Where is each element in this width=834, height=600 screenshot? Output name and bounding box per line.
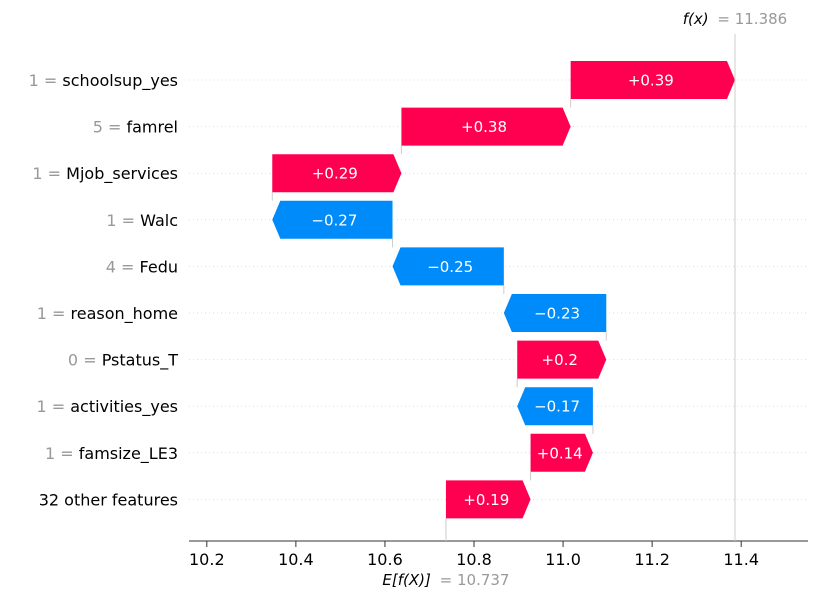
bar-famrel [401,107,571,146]
feature-name-1: famrel [126,118,178,137]
bar-value-label-1: +0.38 [461,118,507,136]
x-tick-label-4: 11.0 [545,550,581,569]
bar-value-label-3: −0.27 [311,211,357,229]
feature-label-8: 1 = famsize_LE3 [45,444,178,464]
feature-label-0: 1 = schoolsup_yes [29,71,178,91]
bar-value-label-8: +0.14 [537,444,583,462]
feature-name-9: 32 other features [39,490,178,509]
x-tick-label-3: 10.8 [456,550,492,569]
connector-lines [271,99,607,481]
feature-name-0: schoolsup_yes [62,71,178,91]
feature-value-1: 5 = [93,118,127,137]
feature-name-2: Mjob_services [66,164,178,184]
x-tick-label-6: 11.4 [723,550,759,569]
bar-value-label-0: +0.39 [628,72,674,90]
bar-value-label-4: −0.25 [427,258,473,276]
x-axis: 10.2 10.4 10.6 10.8 11.0 11.2 11.4 [189,540,808,569]
feature-value-3: 1 = [106,211,140,230]
feature-value-6: 0 = [68,351,102,370]
feature-name-5: reason_home [71,304,179,324]
x-tick-label-5: 11.2 [634,550,670,569]
feature-label-1: 5 = famrel [93,118,178,137]
feature-name-3: Walc [140,211,178,230]
feature-value-8: 1 = [45,444,79,463]
x-tick-label-1: 10.4 [278,550,314,569]
feature-label-4: 4 = Fedu [106,257,178,276]
feature-label-6: 0 = Pstatus_T [68,351,178,371]
feature-value-5: 1 = [37,304,71,323]
bar-value-label-2: +0.29 [312,165,358,183]
bar-mjob_services [272,154,402,193]
bar-32-other-features [445,480,531,519]
feature-name-8: famsize_LE3 [79,444,178,464]
bar-pstatus_t [517,340,607,379]
feature-label-7: 1 = activities_yes [36,397,178,417]
bar-value-label-6: +0.2 [542,351,578,369]
feature-value-2: 1 = [32,164,66,183]
base-value-label: E[f(X)] = 10.737 [382,571,509,589]
feature-label-2: 1 = Mjob_services [32,164,178,184]
feature-label-9: 32 other features [39,490,178,509]
base-label-prefix: E[f(X)] [382,571,431,589]
bar-value-label-9: +0.19 [463,491,509,509]
bar-fedu [392,247,504,286]
bars: +0.39 +0.38 +0.29 −0.27 −0.25 −0.23 +0.2 −0.17 +… [272,61,735,519]
output-label-value: = 11.386 [717,10,787,28]
bar-walc [272,200,393,239]
x-tick-label-0: 10.2 [189,550,225,569]
feature-name-7: activities_yes [70,397,178,417]
bar-activities_yes [517,387,593,426]
feature-label-3: 1 = Walc [106,211,178,230]
feature-value-4: 4 = [106,257,140,276]
feature-labels: 1 = schoolsup_yes 5 = famrel 1 = Mjob_serv… [29,71,179,509]
x-tick-label-2: 10.6 [367,550,403,569]
base-label-value: = 10.737 [440,571,510,589]
bar-value-label-7: −0.17 [534,398,580,416]
bar-schoolsup_yes [570,61,735,99]
feature-label-5: 1 = reason_home [37,304,178,324]
feature-value-0: 1 = [29,71,63,90]
bar-reason_home [503,294,607,332]
output-label-prefix: f(x) [683,10,709,28]
output-value-label: f(x) = 11.386 [683,10,787,28]
bar-famsize_le3 [530,433,593,472]
feature-name-6: Pstatus_T [102,351,179,371]
feature-value-7: 1 = [36,397,70,416]
bar-value-label-5: −0.23 [534,305,580,323]
feature-name-4: Fedu [140,257,178,276]
